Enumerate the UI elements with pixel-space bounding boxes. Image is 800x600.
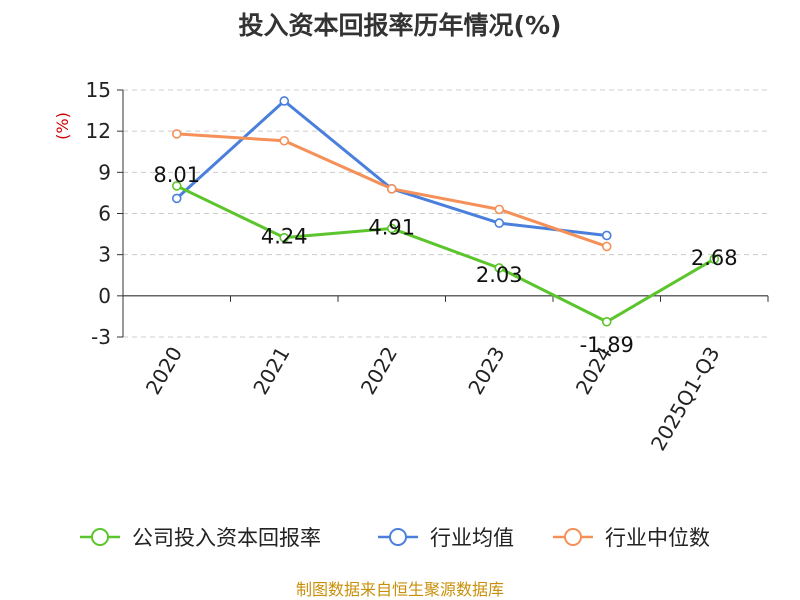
series-line xyxy=(176,184,716,324)
data-label: 4.24 xyxy=(261,225,308,249)
x-tick-label: 2023 xyxy=(463,343,509,399)
data-point xyxy=(171,129,182,139)
data-label: 8.01 xyxy=(153,163,200,187)
data-point xyxy=(601,316,612,327)
y-tick-labels: 15 12 9 6 3 0 -3 xyxy=(86,78,111,349)
legend-swatch-marker xyxy=(564,528,582,546)
data-point xyxy=(386,184,397,194)
data-label: 4.91 xyxy=(368,215,415,239)
legend-label: 行业中位数 xyxy=(605,526,710,550)
data-point xyxy=(494,218,505,228)
y-tick-label: 0 xyxy=(98,284,111,308)
legend-swatch-marker xyxy=(91,528,109,546)
legend-label: 公司投入资本回报率 xyxy=(132,526,321,550)
x-tick-label: 2021 xyxy=(248,343,294,399)
data-point xyxy=(709,254,720,264)
legend-label: 行业均值 xyxy=(430,526,514,550)
data-point xyxy=(279,135,290,146)
legend: 公司投入资本回报率 行业均值 行业中位数 xyxy=(80,526,710,550)
data-point xyxy=(494,204,505,215)
data-point xyxy=(279,232,290,243)
axes xyxy=(117,89,769,338)
x-tick-label: 2025Q1-Q3 xyxy=(646,343,725,455)
x-tick-labels: 2020 2021 2022 2023 2024 2025Q1-Q3 xyxy=(141,343,725,455)
data-label: -1.89 xyxy=(580,333,634,357)
legend-swatch-marker xyxy=(389,528,407,546)
data-labels: 8.01 4.24 4.91 2.03 -1.89 2.68 xyxy=(153,163,737,357)
data-point xyxy=(171,193,182,204)
data-point xyxy=(171,181,182,191)
data-point xyxy=(601,241,612,252)
chart-title: 投入资本回报率历年情况(%) xyxy=(239,11,562,40)
data-label: 2.03 xyxy=(476,263,523,287)
data-point xyxy=(494,263,505,273)
y-axis-unit: (%) xyxy=(53,112,72,140)
series-group xyxy=(171,96,720,327)
data-point xyxy=(279,96,290,106)
x-tick-label: 2020 xyxy=(141,343,187,399)
source-note: 制图数据来自恒生聚源数据库 xyxy=(296,580,504,599)
data-point xyxy=(386,223,397,234)
x-tick-label: 2022 xyxy=(356,343,402,399)
y-tick-label: 15 xyxy=(86,78,111,102)
data-label: 2.68 xyxy=(691,246,738,270)
data-point xyxy=(601,230,612,241)
y-tick-label: 9 xyxy=(98,160,111,184)
y-tick-label: 6 xyxy=(98,202,111,226)
y-tick-label: 3 xyxy=(98,243,111,267)
y-tick-label: -3 xyxy=(91,325,111,349)
y-tick-label: 12 xyxy=(86,119,111,143)
